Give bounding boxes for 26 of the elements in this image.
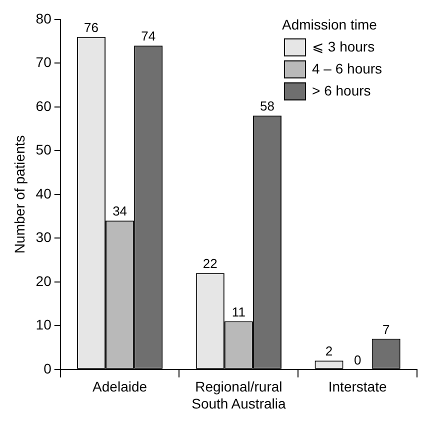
data-label: 58: [260, 98, 274, 114]
y-tick-label: 10: [36, 316, 52, 333]
y-tick-label: 70: [36, 54, 52, 70]
legend-label: 4 – 6 hours: [312, 60, 382, 76]
legend-label: > 6 hours: [312, 82, 371, 98]
legend-title: Admission time: [282, 16, 378, 32]
data-label: 76: [84, 20, 99, 35]
data-label: 74: [141, 28, 156, 44]
legend-label: ⩽ 3 hours: [312, 38, 375, 54]
y-tick-label: 60: [36, 98, 52, 114]
x-tick-label: Interstate: [328, 378, 387, 395]
y-tick-label: 80: [36, 10, 52, 26]
y-tick-label: 30: [36, 229, 52, 246]
data-label: 0: [354, 352, 362, 368]
x-tick-label: Regional/rural South Australia: [192, 378, 286, 412]
data-label: 2: [325, 344, 333, 359]
data-label: 11: [232, 304, 246, 320]
y-tick-label: 0: [44, 360, 52, 376]
x-tick-label: Adelaide: [92, 378, 148, 395]
y-axis-title: Number of patients: [11, 135, 28, 254]
data-label: 22: [202, 256, 218, 272]
data-label: 7: [382, 322, 390, 337]
data-label: 34: [112, 204, 128, 219]
y-tick-label: 20: [36, 272, 52, 289]
y-tick-label: 40: [36, 185, 52, 202]
y-tick-label: 50: [36, 142, 52, 158]
